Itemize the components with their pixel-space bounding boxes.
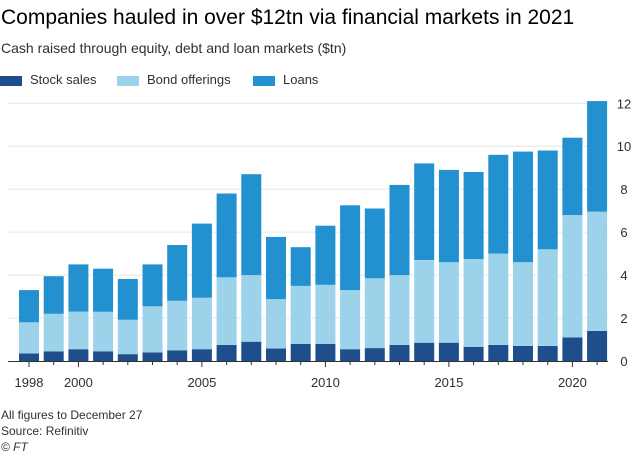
bar-segment-bond [93, 311, 114, 352]
legend-label-loans: Loans [283, 72, 319, 87]
bar-segment-loans [488, 154, 509, 254]
bar-segment-stock [587, 330, 608, 361]
bar-segment-bond [167, 300, 188, 351]
bar-segment-loans [117, 279, 138, 320]
legend-label-bond-offerings: Bond offerings [147, 72, 231, 87]
y-tick-label: 12 [617, 96, 631, 111]
y-tick-label: 0 [620, 354, 627, 369]
bar-segment-bond [43, 313, 64, 352]
bar-segment-stock [315, 343, 336, 361]
bar-segment-bond [19, 322, 39, 354]
bar-segment-bond [438, 262, 459, 343]
bar-segment-stock [340, 349, 361, 361]
bar-segment-stock [241, 341, 262, 361]
bar-segment-stock [93, 351, 114, 361]
bar-segment-bond [241, 275, 262, 342]
bar-segment-bond [142, 306, 163, 353]
bar-segment-loans [191, 223, 212, 298]
legend-swatch-loans [253, 76, 275, 86]
bar-segment-loans [414, 163, 435, 260]
bar-segment-loans [340, 205, 361, 291]
bar-segment-bond [117, 319, 138, 355]
bar-segment-stock [290, 343, 311, 361]
bar-segment-bond [488, 253, 509, 345]
bar-segment-loans [463, 172, 484, 259]
footer-credit: © FT [1, 440, 28, 454]
bar-segment-stock [513, 346, 533, 361]
legend-swatch-stock-sales [0, 76, 22, 86]
bar-segment-stock [43, 351, 64, 361]
bar-segment-stock [19, 353, 39, 361]
bar-segment-bond [463, 259, 484, 347]
bar-segment-loans [562, 137, 583, 215]
y-tick-label: 4 [620, 268, 627, 283]
chart-legend: Stock sales Bond offerings Loans [0, 72, 640, 90]
y-tick-label: 2 [620, 311, 627, 326]
bar-segment-loans [19, 290, 39, 323]
bar-segment-loans [587, 101, 608, 212]
bar-segment-bond [290, 285, 311, 344]
bar-segment-loans [216, 193, 237, 278]
bar-segment-stock [389, 344, 410, 361]
bar-segment-stock [142, 352, 163, 361]
bar-segment-bond [216, 277, 237, 345]
bar-segment-bond [315, 284, 336, 344]
bar-segment-loans [537, 150, 558, 250]
bar-segment-bond [191, 297, 212, 350]
bar-segment-bond [587, 211, 608, 331]
bar-segment-stock [191, 349, 212, 361]
bar-segment-loans [167, 245, 188, 301]
x-tick-label: 2020 [558, 375, 587, 390]
bar-segment-loans [43, 276, 64, 314]
bar-segment-bond [266, 299, 286, 349]
y-tick-label: 6 [620, 225, 627, 240]
chart-title: Companies hauled in over $12tn via finan… [1, 6, 575, 29]
bar-segment-bond [364, 278, 385, 349]
footer-source: Source: Refinitiv [1, 424, 89, 438]
x-tick-label: 2010 [311, 375, 340, 390]
bar-segment-loans [513, 151, 533, 263]
x-tick-label: 2015 [434, 375, 463, 390]
bar-segment-loans [389, 184, 410, 276]
x-tick-label: 2000 [64, 375, 93, 390]
legend-swatch-bond-offerings [117, 76, 139, 86]
footer-note: All figures to December 27 [1, 408, 143, 422]
bar-segment-stock [463, 347, 484, 361]
y-tick-label: 10 [617, 139, 631, 154]
bar-segment-loans [68, 264, 89, 312]
bar-segment-loans [364, 208, 385, 279]
bar-segment-bond [340, 290, 361, 350]
bar-segment-stock [414, 342, 435, 361]
y-tick-label: 8 [620, 182, 627, 197]
chart-subtitle: Cash raised through equity, debt and loa… [1, 40, 347, 56]
bar-segment-bond [68, 311, 89, 350]
bar-segment-loans [438, 169, 459, 263]
bar-segment-stock [562, 337, 583, 361]
bar-segment-bond [389, 275, 410, 345]
bar-segment-stock [117, 354, 138, 361]
bar-segment-bond [537, 249, 558, 346]
bar-segment-stock [537, 346, 558, 361]
bar-segment-loans [241, 174, 262, 276]
bar-segment-stock [167, 350, 188, 361]
bar-segment-bond [562, 215, 583, 338]
bar-segment-bond [414, 260, 435, 343]
x-tick-label: 2005 [187, 375, 216, 390]
bar-segment-loans [142, 264, 163, 307]
legend-label-stock-sales: Stock sales [30, 72, 97, 87]
bar-segment-stock [364, 348, 385, 361]
bar-segment-loans [266, 236, 286, 300]
x-tick-label: 1998 [15, 375, 44, 390]
stacked-bar-chart: 0 2 4 6 8 10 12 1998 2000 2005 2010 2015 2020 [8, 96, 631, 390]
bar-segment-stock [266, 348, 286, 361]
bar-segment-loans [290, 247, 311, 286]
bar-segment-stock [216, 344, 237, 361]
bar-segment-stock [68, 349, 89, 361]
bar-segment-loans [93, 268, 114, 312]
bar-segment-stock [438, 342, 459, 361]
bar-segment-stock [488, 344, 509, 361]
bar-segment-loans [315, 225, 336, 285]
bar-segment-bond [513, 262, 533, 346]
